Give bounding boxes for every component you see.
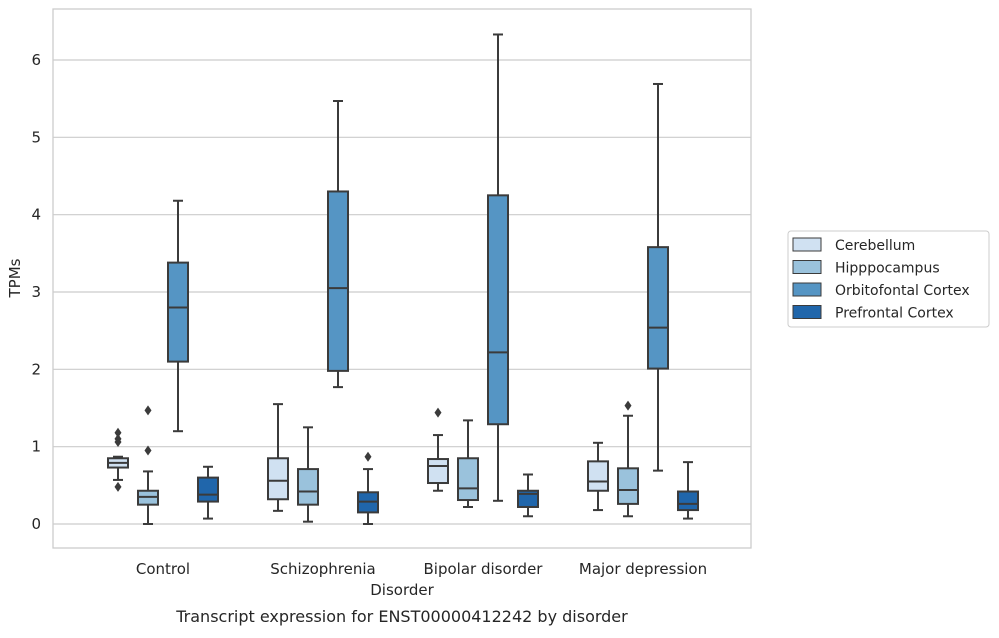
box — [517, 473, 539, 518]
legend-swatch — [792, 237, 822, 252]
outlier-point — [114, 437, 122, 448]
outlier-point — [624, 400, 632, 411]
outlier-point — [144, 445, 152, 456]
iqr-box — [487, 194, 509, 426]
box — [647, 82, 669, 472]
box — [677, 461, 699, 520]
y-tick-label: 2 — [31, 360, 41, 378]
series-group — [107, 403, 609, 512]
outlier-point — [364, 451, 372, 462]
box — [587, 441, 609, 512]
y-axis-title: TPMs — [6, 258, 24, 298]
iqr-box — [197, 476, 219, 503]
legend-swatch — [792, 282, 822, 297]
box — [197, 465, 219, 520]
y-tick-label: 5 — [31, 128, 41, 146]
iqr-box — [427, 458, 449, 485]
iqr-box — [647, 246, 669, 370]
box — [137, 405, 159, 525]
legend-swatch — [792, 305, 822, 319]
legend-frame — [787, 230, 990, 328]
y-tick-label: 4 — [31, 206, 41, 224]
box — [427, 407, 449, 492]
box — [457, 419, 479, 508]
x-axis-title: Disorder — [370, 581, 434, 599]
series-group — [167, 33, 669, 502]
x-tick-label: Control — [136, 560, 190, 578]
iqr-box — [167, 261, 189, 363]
box — [487, 33, 509, 502]
legend-label: Prefrontal Cortex — [835, 306, 954, 322]
x-tick-label: Schizophrenia — [270, 560, 375, 578]
x-tick-label: Bipolar disorder — [424, 560, 544, 578]
outlier-point — [114, 481, 122, 492]
legend-swatch — [792, 260, 822, 274]
iqr-box — [327, 190, 349, 372]
plot-area-background — [53, 9, 751, 548]
outlier-point — [114, 427, 122, 438]
legend-label: Cerebellum — [835, 238, 915, 254]
y-tick-labels: 0 1 2 3 4 5 6 — [31, 51, 41, 533]
legend-label: Hipppocampus — [835, 261, 940, 277]
series-group — [137, 400, 639, 525]
box — [357, 451, 379, 525]
iqr-box — [297, 468, 319, 506]
plot-frame — [52, 8, 752, 549]
outlier-point — [434, 407, 442, 418]
x-tick-label: Major depression — [579, 560, 707, 578]
box — [267, 403, 289, 512]
iqr-box — [677, 490, 699, 512]
y-tick-label: 3 — [31, 283, 41, 301]
legend: Cerebellum Hipppocampus Orbitofontal Corte… — [787, 230, 990, 328]
y-tick-label: 6 — [31, 51, 41, 69]
y-tick-label: 0 — [31, 515, 41, 533]
box-series — [107, 33, 699, 525]
box — [297, 426, 319, 523]
x-tick-labels: Control Schizophrenia Bipolar disorder Majo… — [136, 560, 707, 578]
box — [167, 199, 189, 433]
outlier-point — [144, 405, 152, 416]
box — [617, 400, 639, 518]
box — [327, 99, 349, 389]
y-tick-label: 1 — [31, 438, 41, 456]
legend-label: Orbitofontal Cortex — [835, 283, 970, 299]
figure-caption: Transcript expression for ENST0000041224… — [175, 607, 628, 626]
box — [107, 427, 129, 492]
iqr-box — [457, 457, 479, 502]
iqr-box — [587, 460, 609, 492]
iqr-box — [267, 457, 289, 501]
series-group — [197, 451, 699, 525]
iqr-box — [617, 467, 639, 505]
